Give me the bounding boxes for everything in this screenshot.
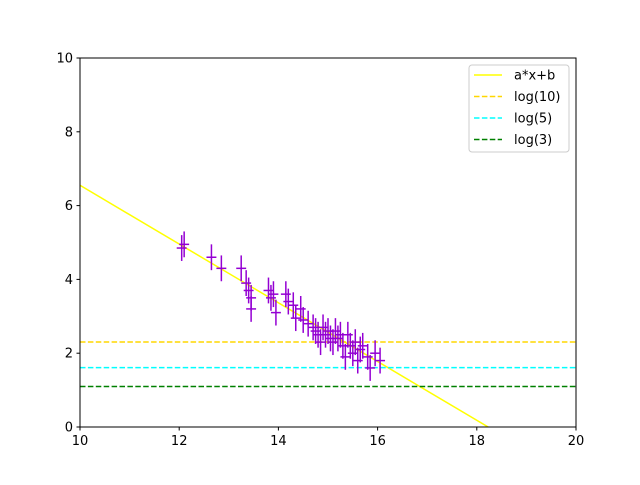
legend-label: a*x+b (514, 69, 555, 84)
data-point (270, 299, 281, 326)
data-point (298, 307, 309, 333)
data-point (357, 332, 368, 359)
data-point (355, 336, 366, 363)
clipped-marks (80, 184, 576, 427)
y-tick-label: 4 (65, 273, 73, 288)
data-point (375, 347, 386, 374)
data-point (176, 235, 187, 261)
data-point (280, 281, 291, 308)
data-point (241, 270, 252, 297)
legend: a*x+b log(10) log(5) log(3) (468, 64, 570, 153)
data-point (243, 277, 254, 304)
data-point (315, 329, 326, 356)
data-point (362, 343, 373, 370)
legend-box (468, 64, 570, 153)
data-point (288, 292, 299, 319)
data-point (303, 310, 314, 337)
data-point (318, 314, 328, 341)
data-point (347, 340, 358, 367)
data-point (236, 255, 247, 282)
data-point (345, 332, 356, 359)
data-point (340, 343, 351, 370)
data-point (310, 318, 321, 344)
x-tick-label: 16 (369, 434, 386, 449)
axis-ticks: 10 12 14 16 18 20 0 2 4 6 8 10 (56, 52, 584, 450)
data-point (365, 355, 376, 381)
axes-frame (79, 57, 577, 428)
data-point (342, 321, 353, 348)
data-point (352, 347, 363, 374)
x-tick-label: 12 (171, 434, 188, 449)
y-tick-label: 2 (65, 347, 73, 362)
legend-label: log(3) (514, 133, 552, 148)
data-point (266, 284, 276, 311)
data-point (246, 296, 257, 322)
y-tick-label: 6 (65, 199, 73, 214)
data-point (216, 255, 227, 282)
data-point (370, 340, 381, 367)
x-tick-label: 14 (270, 434, 287, 449)
plot-marks (80, 184, 576, 427)
data-point (283, 288, 294, 315)
data-point (206, 244, 217, 271)
data-point (350, 329, 361, 356)
y-tick-label: 0 (65, 421, 73, 436)
data-point (320, 321, 331, 348)
data-point (308, 314, 319, 341)
y-tick-label: 8 (65, 125, 73, 140)
data-point (263, 277, 274, 304)
x-tick-label: 20 (568, 434, 585, 449)
legend-label: log(5) (514, 112, 552, 127)
data-point (179, 231, 190, 258)
y-tick-label: 10 (56, 52, 73, 67)
legend-label: log(10) (514, 90, 561, 105)
data-point (332, 325, 343, 352)
data-point (268, 281, 279, 308)
data-point (328, 329, 338, 356)
x-tick-label: 10 (72, 434, 89, 449)
x-tick-label: 18 (469, 434, 486, 449)
data-point (295, 296, 306, 322)
data-point (330, 318, 341, 344)
